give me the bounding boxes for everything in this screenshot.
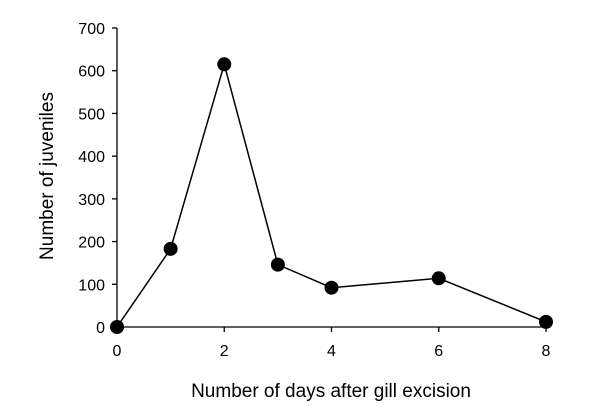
data-point <box>270 257 285 272</box>
data-point <box>324 280 339 295</box>
y-tick-label: 500 <box>78 106 105 123</box>
y-tick-label: 300 <box>78 192 105 209</box>
data-point <box>163 241 178 256</box>
y-tick-label: 200 <box>78 235 105 252</box>
data-point <box>217 57 232 72</box>
data-point <box>431 271 446 286</box>
data-series <box>110 57 553 334</box>
y-tick-label: 0 <box>96 320 105 337</box>
y-axis-title: Number of juveniles <box>37 92 58 260</box>
y-tick-label: 100 <box>78 277 105 294</box>
y-tick-label: 600 <box>78 64 105 81</box>
x-axis-ticks: 0 2 4 6 8 <box>113 327 551 360</box>
y-tick-label: 700 <box>78 21 105 38</box>
x-tick-label: 6 <box>434 343 443 360</box>
x-tick-label: 4 <box>327 343 336 360</box>
x-axis-title: Number of days after gill excision <box>191 381 471 402</box>
y-axis-ticks: 0 100 200 300 400 500 600 700 <box>78 21 117 337</box>
y-tick-label: 400 <box>78 149 105 166</box>
x-tick-label: 2 <box>220 343 229 360</box>
x-tick-label: 8 <box>542 343 551 360</box>
x-tick-label: 0 <box>113 343 122 360</box>
data-point <box>539 314 553 329</box>
data-point <box>110 320 124 334</box>
